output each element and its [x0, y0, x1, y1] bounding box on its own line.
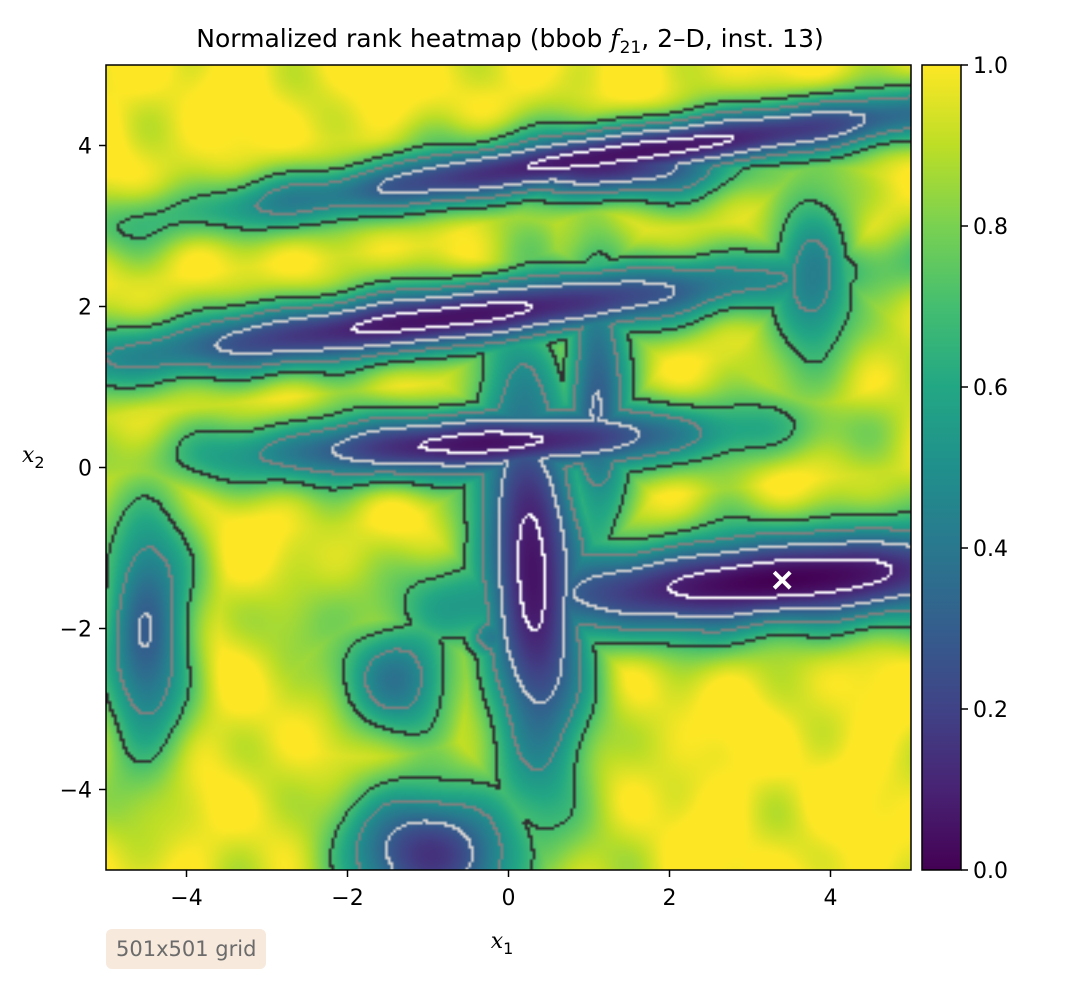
y-axis: −4 −2 0 2 4 [60, 135, 106, 804]
optimum-marker-stroke-1 [772, 570, 792, 590]
y-tick-label: −2 [60, 618, 92, 643]
x-tick-label: −4 [170, 886, 202, 911]
chart-title: Normalized rank heatmap (bbob f21, 2–D, … [196, 24, 823, 58]
colorbar-tick-label: 0.8 [973, 215, 1008, 240]
x-tick-label: −2 [331, 886, 363, 911]
chart-title-function-subscript: 21 [620, 38, 642, 58]
y-tick-label: −4 [60, 779, 92, 804]
x-axis-label-subscript: 1 [503, 939, 513, 958]
x-axis-label-var: x [491, 929, 504, 954]
x-tick-label: 0 [502, 886, 516, 911]
colorbar-frame [921, 64, 962, 871]
colorbar-gradient [922, 65, 961, 870]
y-axis-label-var: x [22, 443, 35, 468]
colorbar-tick-label: 0.0 [973, 859, 1008, 884]
y-tick-label: 2 [78, 296, 92, 321]
colorbar-tick-label: 0.4 [973, 537, 1008, 562]
y-axis-label: x2 [22, 443, 45, 472]
grid-size-badge: 501x501 grid [106, 929, 267, 969]
colorbar-tick-label: 0.6 [973, 376, 1008, 401]
heatmap-image [106, 65, 911, 870]
optimum-marker [772, 570, 792, 590]
colorbar-tick-label: 1.0 [973, 54, 1008, 79]
plot-area [105, 64, 912, 871]
x-tick-label: 4 [824, 886, 838, 911]
x-axis-label: x1 [491, 929, 514, 958]
colorbar-tick-label: 0.2 [973, 698, 1008, 723]
colorbar: 0.0 0.2 0.4 0.6 0.8 1.0 [921, 54, 1008, 884]
colorbar-ticks: 0.0 0.2 0.4 0.6 0.8 1.0 [961, 54, 1008, 884]
x-tick-label: 2 [663, 886, 677, 911]
chart-title-function: f [608, 24, 623, 53]
y-axis-label-subscript: 2 [34, 453, 44, 472]
chart-title-prefix: Normalized rank heatmap (bbob [196, 24, 610, 53]
x-axis: −4 −2 0 2 4 [170, 870, 838, 911]
chart-title-suffix: , 2–D, inst. 13) [641, 24, 824, 53]
y-tick-label: 4 [78, 135, 92, 160]
y-tick-label: 0 [78, 457, 92, 482]
